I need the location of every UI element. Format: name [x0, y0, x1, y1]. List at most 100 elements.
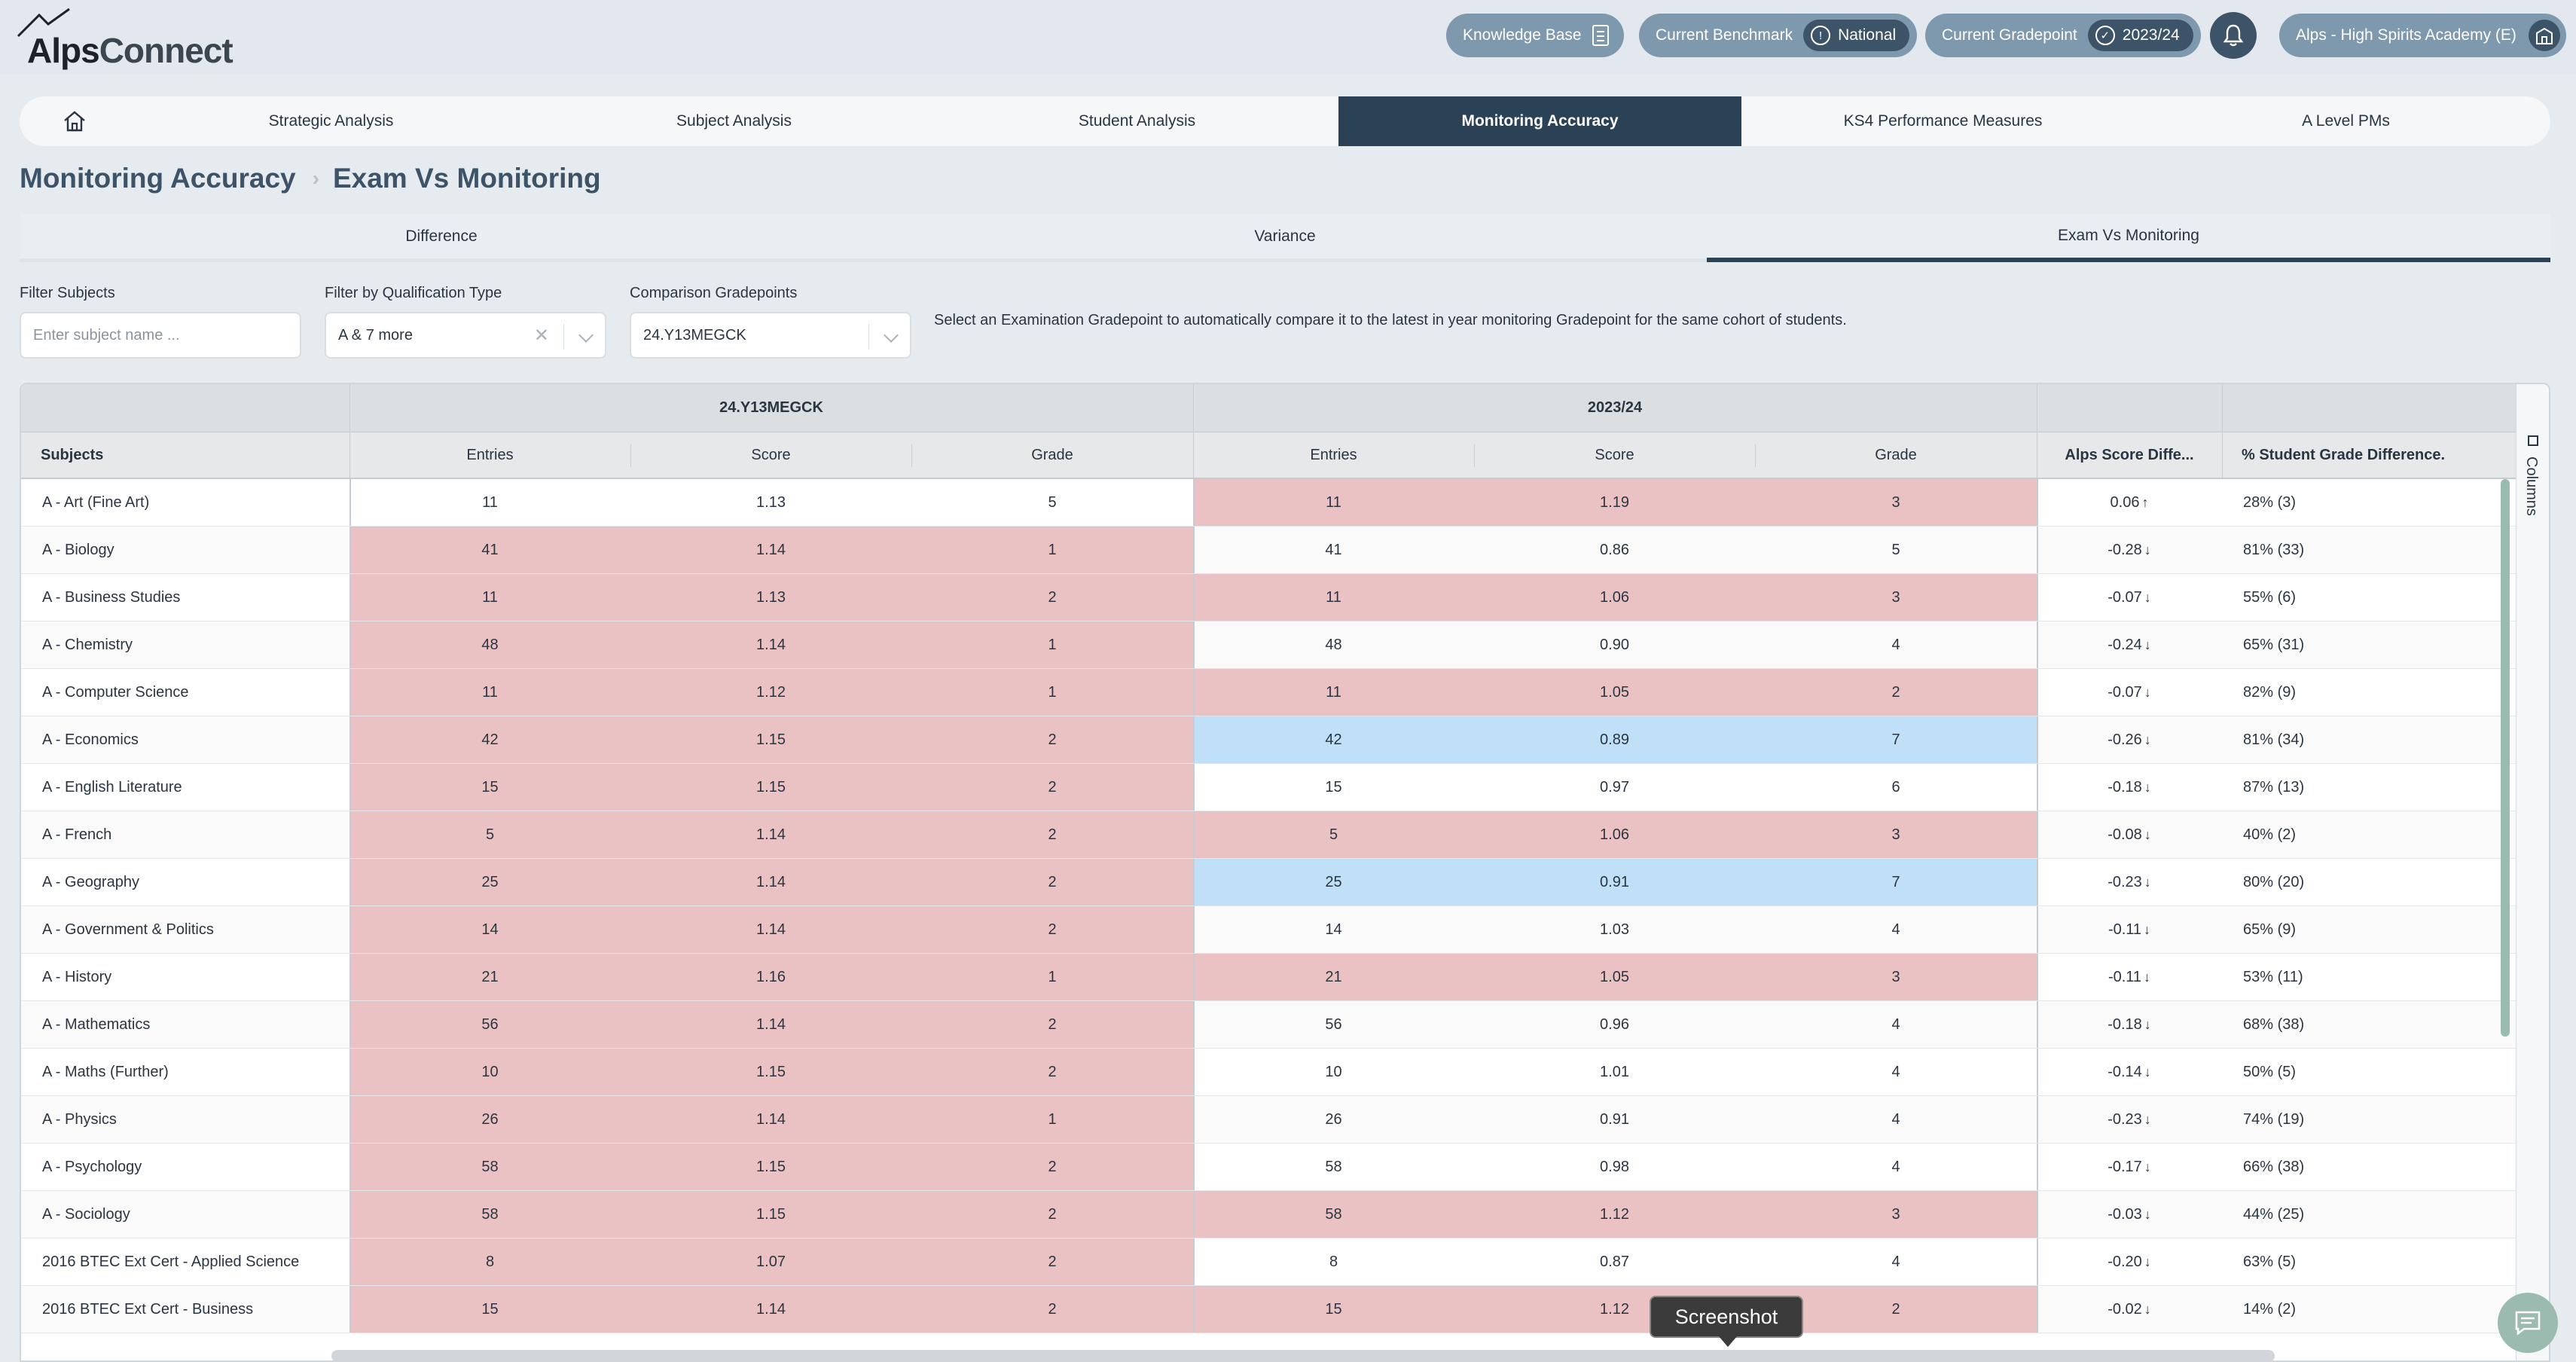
table-row[interactable]: A - Economics 42 1.15 2 42 0.89 7 -0.26 ↓ 81% (34…: [21, 716, 2516, 764]
alps-connect-logo[interactable]: AlpsConnect: [17, 8, 243, 70]
subtab-variance[interactable]: Variance: [1254, 227, 1316, 245]
cell-score-monitoring: 1.05: [1600, 968, 1629, 985]
table-row[interactable]: A - Art (Fine Art) 11 1.13 5 11 1.19 3 0.06 ↑ 28%…: [21, 479, 2516, 527]
alps-score-diff-value: -0.11: [2107, 968, 2142, 985]
chevron-down-icon[interactable]: [884, 328, 899, 343]
exam-vs-monitoring-table: 24.Y13MEGCK 2023/24 Subjects Entries Sco…: [20, 383, 2550, 1362]
home-button[interactable]: [20, 96, 130, 146]
cell-grade-exam: 1: [1048, 1110, 1057, 1128]
comparison-gradepoints-label: Comparison Gradepoints: [630, 285, 798, 301]
highlight-red: [349, 954, 1193, 1000]
col-header-alps-score-diff[interactable]: Alps Score Diffe...: [2065, 446, 2194, 463]
cell-grade-monitoring: 4: [1891, 1253, 1900, 1270]
table-row[interactable]: A - Mathematics 56 1.14 2 56 0.96 4 -0.18 ↓ 68% (…: [21, 1001, 2516, 1049]
arrow-down-icon: ↓: [2144, 826, 2151, 842]
subject-search-input[interactable]: Enter subject name ...: [20, 312, 301, 359]
cell-score-monitoring: 0.91: [1600, 1110, 1629, 1128]
nav-tab-subject-analysis[interactable]: Subject Analysis: [676, 112, 792, 130]
cell-grade-monitoring: 4: [1891, 921, 1900, 938]
table-row[interactable]: A - Biology 41 1.14 1 41 0.86 5 -0.28 ↓ 81% (33): [21, 527, 2516, 574]
school-selector[interactable]: Alps - High Spirits Academy (E): [2279, 14, 2566, 57]
col-header-entries-monitoring[interactable]: Entries: [1310, 446, 1357, 463]
alps-score-diff-value: -0.07: [2107, 683, 2142, 701]
cell-grade-exam: 2: [1048, 731, 1057, 748]
arrow-down-icon: ↓: [2144, 1111, 2151, 1127]
horizontal-scrollbar[interactable]: [331, 1350, 2275, 1362]
table-column-header: Subjects Entries Score Grade Entries Sco…: [21, 432, 2516, 479]
table-row[interactable]: A - Physics 26 1.14 1 26 0.91 4 -0.23 ↓ 74% (19): [21, 1096, 2516, 1144]
cell-alps-score-diff: -0.17 ↓: [2037, 1144, 2222, 1190]
clear-icon[interactable]: ✕: [533, 325, 549, 346]
col-header-entries-exam[interactable]: Entries: [466, 446, 514, 463]
highlight-red: [1193, 669, 2037, 716]
cell-entries-monitoring: 14: [1325, 921, 1342, 938]
col-header-grade-monitoring[interactable]: Grade: [1875, 446, 1917, 463]
subtab-exam-vs-monitoring[interactable]: Exam Vs Monitoring: [1707, 214, 2550, 262]
cell-entries-exam: 10: [481, 1063, 499, 1080]
table-row[interactable]: A - Business Studies 11 1.13 2 11 1.06 3 -0.07 ↓…: [21, 574, 2516, 621]
cell-entries-monitoring: 21: [1325, 968, 1342, 985]
cell-grade-monitoring: 3: [1891, 1205, 1900, 1223]
cell-pct-grade-diff: 81% (34): [2243, 731, 2305, 748]
table-row[interactable]: A - History 21 1.16 1 21 1.05 3 -0.11 ↓ 53% (11): [21, 954, 2516, 1001]
school-name: Alps - High Spirits Academy (E): [2296, 26, 2516, 44]
benchmark-selector[interactable]: Current Benchmark ! National: [1639, 14, 1918, 57]
col-header-score-exam[interactable]: Score: [751, 446, 791, 463]
table-scrollbar[interactable]: [2501, 479, 2510, 1037]
cell-grade-exam: 2: [1048, 1015, 1057, 1033]
cell-entries-monitoring: 10: [1325, 1063, 1342, 1080]
nav-tab-a-level-pms[interactable]: A Level PMs: [2302, 112, 2390, 130]
nav-tab-student-analysis[interactable]: Student Analysis: [1078, 112, 1196, 130]
chat-button[interactable]: [2498, 1293, 2558, 1353]
gradepoint-selector[interactable]: Current Gradepoint ✓ 2023/24: [1925, 14, 2201, 57]
col-header-score-monitoring[interactable]: Score: [1595, 446, 1634, 463]
table-row[interactable]: A - Geography 25 1.14 2 25 0.91 7 -0.23 ↓ 80% (20…: [21, 859, 2516, 906]
cell-grade-monitoring: 3: [1891, 826, 1900, 843]
nav-tab-ks4-performance-measures[interactable]: KS4 Performance Measures: [1843, 112, 2043, 130]
cell-subject: A - History: [42, 968, 112, 985]
cell-entries-exam: 26: [481, 1110, 499, 1128]
bell-icon: [2223, 24, 2244, 47]
table-row[interactable]: A - Maths (Further) 10 1.15 2 10 1.01 4 -0.14 ↓ 5…: [21, 1049, 2516, 1096]
cell-entries-exam: 15: [481, 778, 499, 796]
qualification-type-select[interactable]: A & 7 more ✕: [325, 312, 606, 359]
nav-tab-monitoring-accuracy[interactable]: Monitoring Accuracy: [1338, 96, 1741, 146]
cell-entries-exam: 48: [481, 636, 499, 653]
table-row[interactable]: A - Chemistry 48 1.14 1 48 0.90 4 -0.24 ↓ 65% (31…: [21, 621, 2516, 669]
table-row[interactable]: 2016 BTEC Ext Cert - Applied Science 8 1.0…: [21, 1238, 2516, 1286]
table-row[interactable]: A - Computer Science 11 1.12 1 11 1.05 2 -0.07 ↓…: [21, 669, 2516, 716]
cell-score-monitoring: 1.12: [1600, 1205, 1629, 1223]
col-header-subjects[interactable]: Subjects: [41, 446, 104, 463]
cell-subject: 2016 BTEC Ext Cert - Applied Science: [42, 1253, 300, 1270]
cell-score-exam: 1.14: [756, 1015, 786, 1033]
col-header-pct-grade-diff[interactable]: % Student Grade Difference.: [2242, 446, 2446, 463]
col-header-grade-exam[interactable]: Grade: [1031, 446, 1073, 463]
alps-score-diff-value: -0.18: [2107, 1015, 2142, 1033]
nav-tab-strategic-analysis[interactable]: Strategic Analysis: [268, 112, 394, 130]
table-row[interactable]: A - Government & Politics 14 1.14 2 14 1.03 4 -…: [21, 906, 2516, 954]
cell-entries-exam: 42: [481, 731, 499, 748]
chevron-down-icon[interactable]: [578, 328, 594, 343]
table-row[interactable]: A - English Literature 15 1.15 2 15 0.97 6 -0.1…: [21, 764, 2516, 811]
notifications-button[interactable]: [2210, 12, 2257, 59]
cell-pct-grade-diff: 80% (20): [2243, 873, 2305, 890]
table-row[interactable]: A - Psychology 58 1.15 2 58 0.98 4 -0.17 ↓ 66% (3…: [21, 1144, 2516, 1191]
app-header: AlpsConnect Knowledge Base Current Bench…: [0, 0, 2576, 74]
cell-entries-monitoring: 8: [1329, 1253, 1338, 1270]
cell-entries-exam: 11: [482, 493, 498, 511]
cell-score-exam: 1.15: [756, 1158, 786, 1175]
subtab-difference[interactable]: Difference: [405, 227, 478, 245]
cell-score-monitoring: 0.86: [1600, 541, 1629, 558]
cell-entries-monitoring: 58: [1325, 1158, 1342, 1175]
columns-side-panel[interactable]: Columns: [2516, 384, 2549, 1360]
cell-score-monitoring: 0.90: [1600, 636, 1629, 653]
cell-entries-exam: 11: [482, 588, 498, 606]
check-icon: ✓: [2095, 26, 2115, 45]
table-row[interactable]: 2016 BTEC Ext Cert - Business 15 1.14 2 15 1.…: [21, 1286, 2516, 1333]
table-row[interactable]: A - Sociology 58 1.15 2 58 1.12 3 -0.03 ↓ 44% (25…: [21, 1191, 2516, 1238]
table-row[interactable]: A - French 5 1.14 2 5 1.06 3 -0.08 ↓ 40% (2): [21, 811, 2516, 859]
breadcrumb-parent[interactable]: Monitoring Accuracy: [20, 163, 296, 194]
cell-grade-monitoring: 7: [1891, 873, 1900, 890]
comparison-gradepoint-select[interactable]: 24.Y13MEGCK: [630, 312, 911, 359]
knowledge-base-button[interactable]: Knowledge Base: [1446, 14, 1624, 57]
